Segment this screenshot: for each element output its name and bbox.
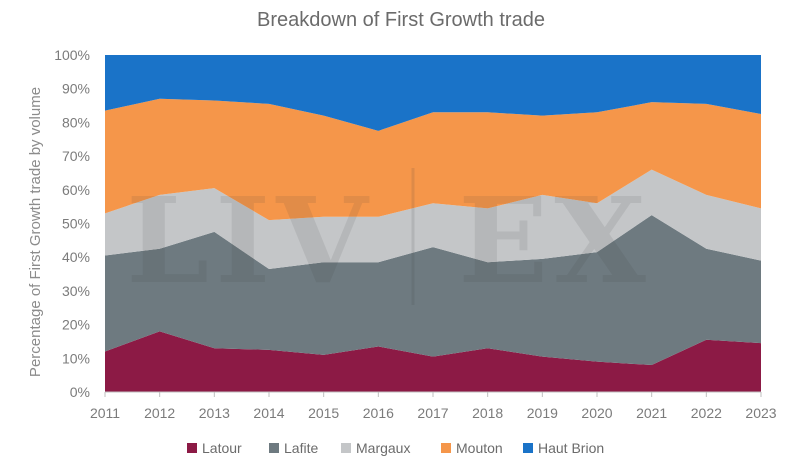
x-tick-label: 2011 <box>90 405 120 421</box>
legend-label: Lafite <box>284 440 318 456</box>
legend-swatch <box>269 443 279 453</box>
y-tick-label: 0% <box>70 384 90 400</box>
y-axis-ticks: 0% 10% 20% 30% 40% 50% 60% 70% 80% 90% 100% <box>54 47 90 400</box>
area-margaux <box>105 169 761 269</box>
x-tick-label: 2013 <box>199 405 230 421</box>
chart-title: Breakdown of First Growth trade <box>257 9 545 31</box>
x-tick-label: 2022 <box>691 405 722 421</box>
x-tick-label: 2014 <box>253 405 284 421</box>
x-tick-label: 2021 <box>636 405 667 421</box>
legend-swatch <box>441 443 451 453</box>
legend-item-margaux: Margaux <box>341 440 410 456</box>
area-lafite <box>105 215 761 366</box>
y-tick-label: 70% <box>62 148 90 164</box>
x-tick-label: 2017 <box>417 405 448 421</box>
watermark-text-right: EX <box>458 171 652 310</box>
legend-label: Margaux <box>356 440 410 456</box>
y-tick-label: 30% <box>62 283 90 299</box>
legend-swatch <box>187 443 197 453</box>
watermark-text-left: LIV <box>126 171 374 310</box>
legend-item-haut-brion: Haut Brion <box>523 440 604 456</box>
y-tick-label: 20% <box>62 317 90 333</box>
legend-item-lafite: Lafite <box>269 440 318 456</box>
legend-label: Haut Brion <box>538 440 604 456</box>
y-tick-label: 10% <box>62 350 90 366</box>
legend-swatch <box>523 443 533 453</box>
legend-label: Latour <box>202 440 242 456</box>
area-latour <box>105 331 761 392</box>
x-tick-label: 2012 <box>144 405 175 421</box>
legend-item-latour: Latour <box>187 440 242 456</box>
area-mouton <box>105 98 761 221</box>
x-tick-label: 2020 <box>581 405 612 421</box>
y-tick-label: 40% <box>62 249 90 265</box>
watermark: LIV EX <box>126 168 652 310</box>
x-tick-label: 2023 <box>745 405 776 421</box>
x-axis-ticks: 2011 2012 2013 2014 2015 2016 2017 2018 2019 2020… <box>90 392 777 421</box>
area-layers <box>105 55 761 392</box>
y-axis-label: Percentage of First Growth trade by volu… <box>27 87 44 377</box>
y-tick-label: 50% <box>62 216 90 232</box>
legend-item-mouton: Mouton <box>441 440 503 456</box>
area-haut-brion <box>105 55 761 131</box>
y-tick-label: 60% <box>62 182 90 198</box>
y-tick-label: 80% <box>62 114 90 130</box>
x-tick-label: 2016 <box>363 405 394 421</box>
legend-swatch <box>341 443 351 453</box>
legend: Latour Lafite Margaux Mouton Haut Brion <box>187 440 604 456</box>
y-tick-label: 100% <box>54 47 90 63</box>
y-tick-label: 90% <box>62 81 90 97</box>
x-tick-label: 2018 <box>472 405 503 421</box>
legend-label: Mouton <box>456 440 503 456</box>
x-tick-label: 2019 <box>527 405 558 421</box>
x-tick-label: 2015 <box>308 405 339 421</box>
